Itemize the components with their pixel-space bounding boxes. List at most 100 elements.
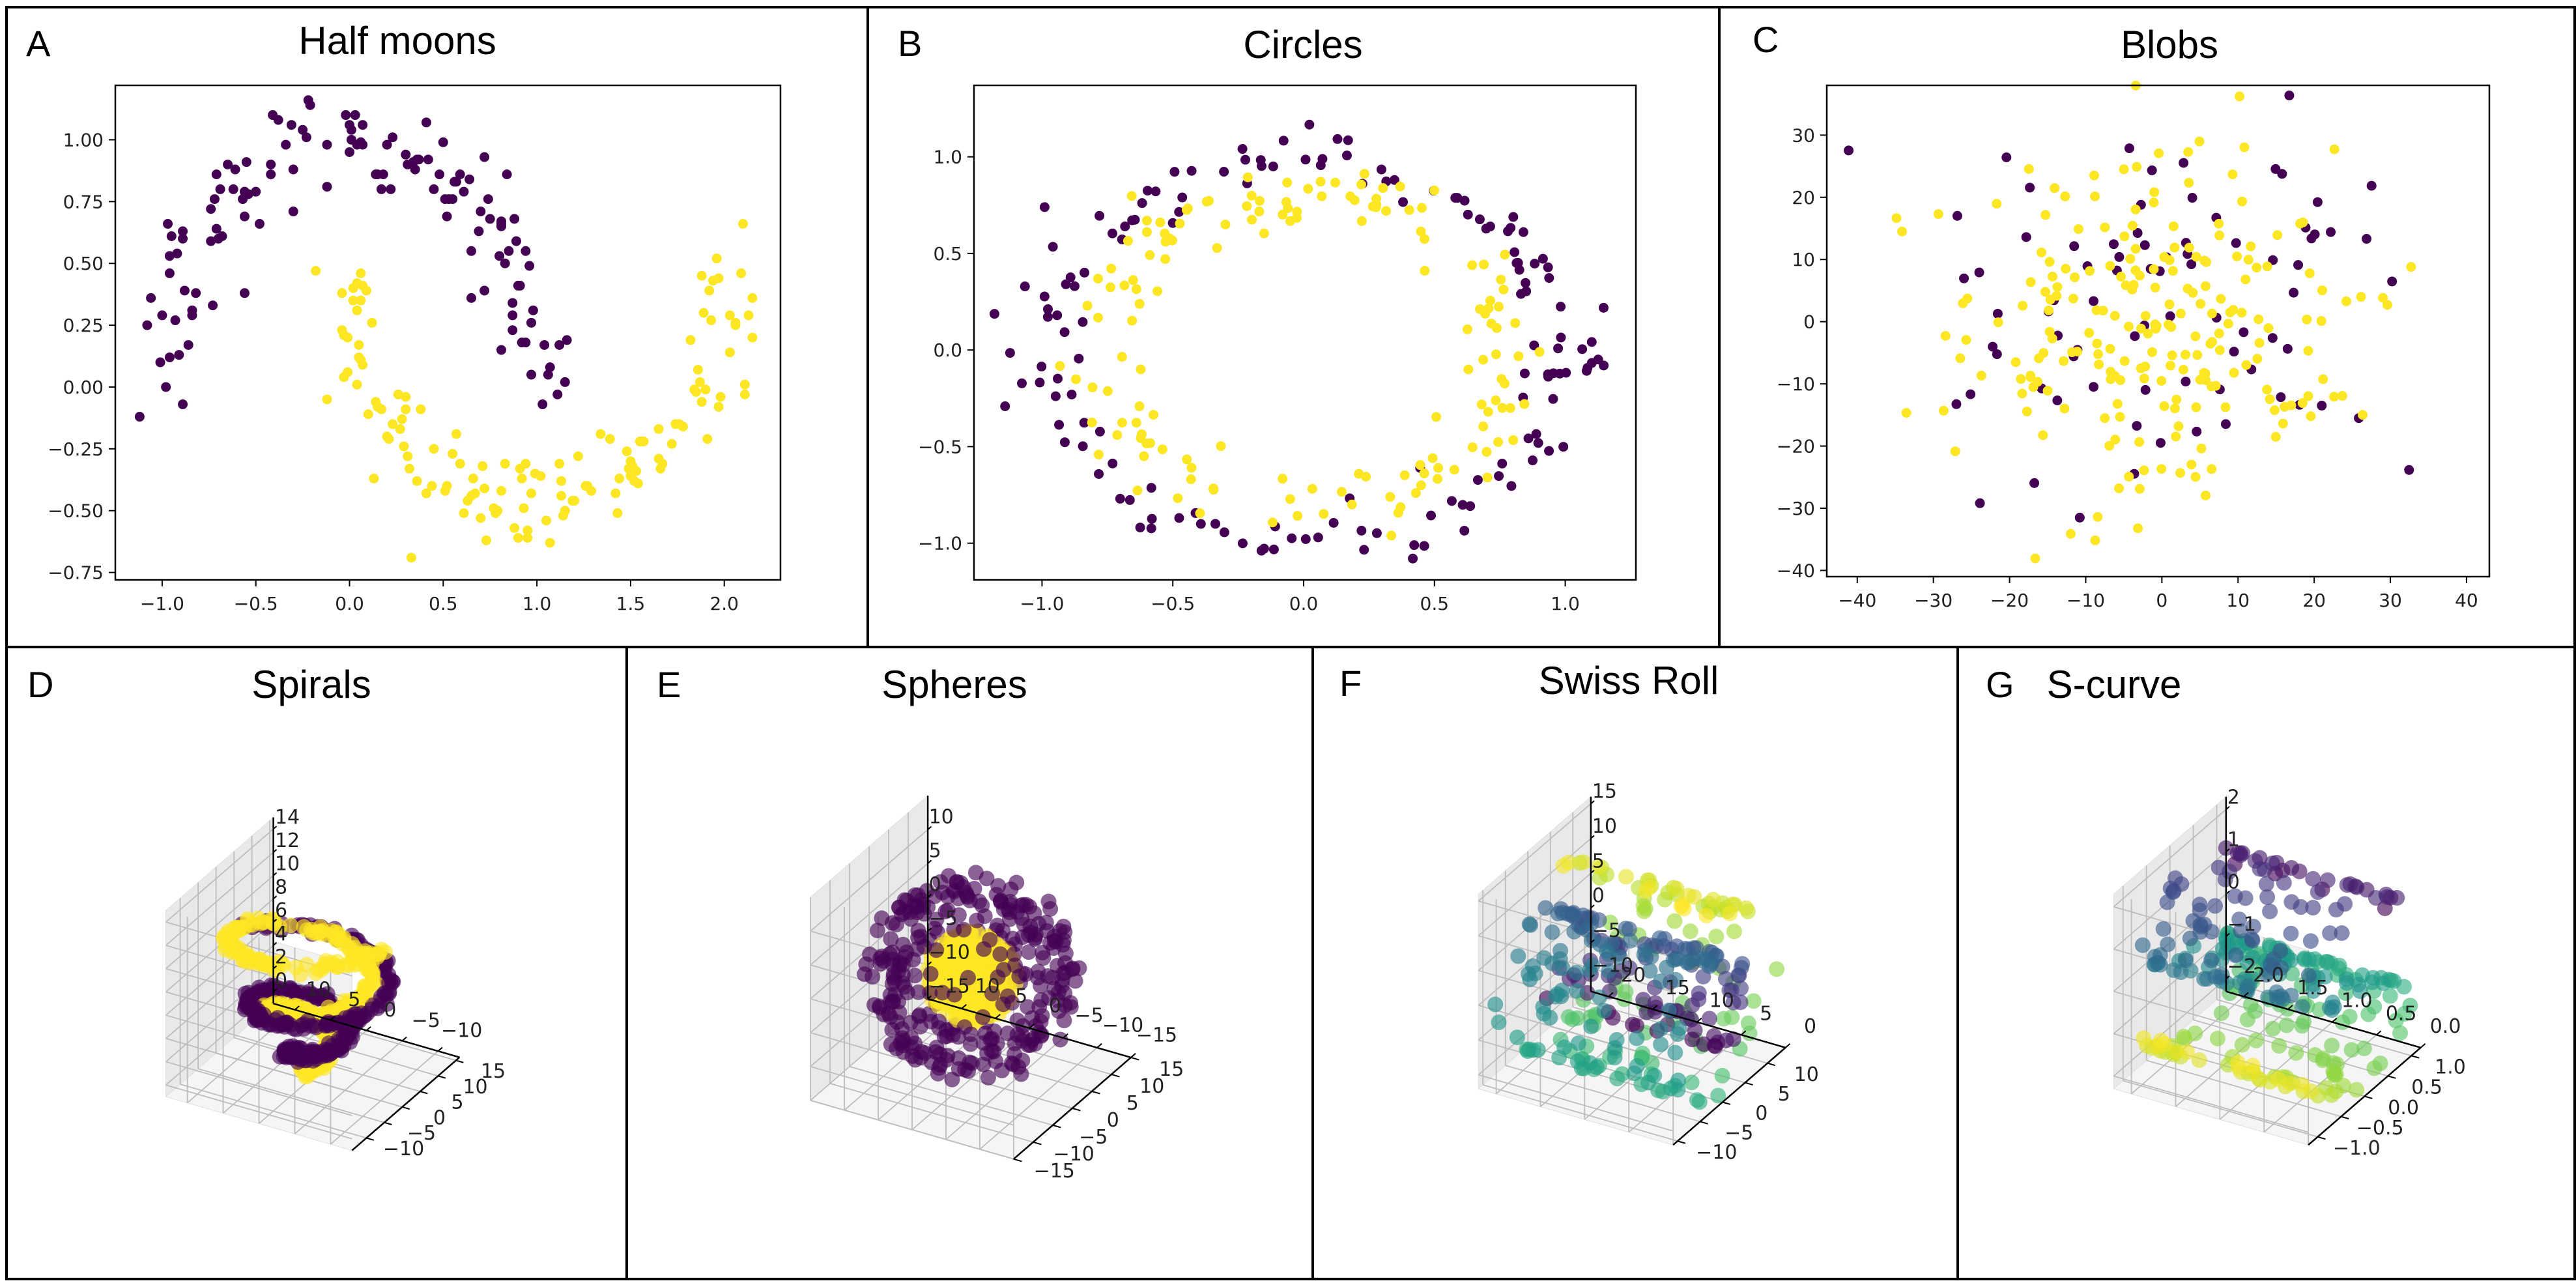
data-point-F-s0 [1566, 909, 1582, 925]
data-point-C-s1 [2214, 218, 2224, 229]
data-point-E-s0 [1051, 1003, 1067, 1019]
y-tick-label-A: −0.75 [48, 562, 104, 584]
data-point-C-s1 [2130, 204, 2141, 214]
x-tick-label-D: 5 [451, 1091, 464, 1114]
data-point-A-s1 [685, 335, 696, 345]
data-point-A-s1 [706, 315, 717, 326]
data-point-B-s0 [1256, 161, 1267, 171]
data-point-A-s0 [388, 132, 398, 143]
data-point-C-s1 [2127, 284, 2138, 295]
data-point-C-s1 [2171, 431, 2181, 442]
data-point-C-s1 [2150, 282, 2160, 293]
data-point-C-s1 [2243, 255, 2254, 265]
x-tick-F [1745, 1082, 1753, 1086]
y-tick-label-B: 0.5 [933, 243, 962, 265]
z-tick-label-D: 12 [275, 829, 300, 852]
data-point-C-s1 [2130, 265, 2141, 276]
data-point-B-s0 [1510, 247, 1520, 257]
data-point-C-s0 [1952, 210, 1962, 221]
data-point-G-s0 [2283, 859, 2300, 876]
x-tick-E [1052, 1124, 1061, 1129]
data-point-B-s0 [1332, 134, 1343, 144]
data-point-C-s1 [2207, 308, 2217, 319]
data-point-B-s0 [1039, 291, 1050, 302]
data-point-C-s1 [2134, 483, 2145, 494]
data-point-B-s1 [1182, 454, 1192, 465]
z-tick-label-F: −5 [1592, 919, 1621, 942]
data-point-F-s0 [1714, 1067, 1730, 1084]
data-point-B-s0 [1300, 534, 1311, 544]
data-point-F-s0 [1705, 891, 1721, 908]
data-point-B-s0 [1054, 420, 1065, 430]
data-point-B-s1 [1483, 407, 1493, 417]
data-point-C-s0 [2293, 260, 2304, 270]
data-point-B-s1 [1216, 441, 1226, 452]
z-tick-label-F: 5 [1592, 850, 1605, 872]
z-tick-D [272, 988, 278, 993]
data-point-E-s0 [1031, 999, 1048, 1015]
chart-title-F: Swiss Roll [1538, 659, 1719, 702]
y-tick-label-A: 0.50 [63, 253, 104, 274]
data-point-C-s1 [2216, 294, 2226, 304]
data-point-C-s1 [2173, 421, 2184, 431]
data-point-A-s0 [273, 115, 283, 125]
z-tick-label-D: 14 [275, 806, 300, 829]
data-point-G-s0 [2248, 1032, 2264, 1048]
data-point-B-s1 [1128, 275, 1138, 285]
data-point-A-s1 [739, 389, 750, 399]
data-point-C-s1 [2206, 381, 2216, 392]
data-point-B-s0 [1147, 513, 1157, 524]
data-point-C-s0 [2140, 240, 2150, 250]
grid-line-D [165, 921, 274, 1016]
data-point-C-s1 [2149, 197, 2159, 208]
data-point-A-s0 [183, 339, 193, 350]
data-point-A-s0 [448, 194, 458, 205]
data-point-B-s1 [1395, 181, 1405, 192]
data-point-B-s1 [1505, 403, 1515, 413]
data-point-C-s1 [2068, 293, 2078, 304]
data-point-A-s0 [401, 149, 411, 160]
data-point-C-s1 [2125, 253, 2136, 264]
x-tick-label-G: −0.5 [2356, 1117, 2404, 1140]
data-point-C-s1 [2237, 308, 2247, 318]
data-point-C-s1 [2090, 191, 2100, 201]
data-point-A-s1 [427, 481, 437, 491]
x-tick-E [1091, 1090, 1100, 1095]
data-point-B-s1 [1131, 418, 1141, 428]
data-point-C-s1 [1993, 317, 2003, 328]
data-point-A-s1 [573, 451, 583, 461]
data-point-F-s0 [1722, 906, 1738, 922]
data-point-B-s1 [1307, 483, 1317, 494]
data-point-E-s0 [895, 936, 911, 953]
data-point-B-s1 [1132, 485, 1143, 496]
data-point-B-s1 [1467, 442, 1478, 452]
data-point-G-s0 [2356, 1041, 2372, 1057]
x-tick-label-F: 10 [1794, 1063, 1819, 1086]
data-point-G-s0 [2203, 923, 2220, 940]
data-point-B-s1 [1117, 418, 1127, 428]
x-tick-label-E: 0 [1107, 1109, 1119, 1132]
data-point-F-s0 [1708, 1038, 1724, 1054]
x-tick-label-E: 15 [1159, 1058, 1184, 1081]
data-point-C-s0 [2276, 392, 2286, 403]
data-point-E-s0 [1027, 1036, 1043, 1052]
data-point-A-s0 [172, 248, 182, 259]
data-point-F-s0 [1679, 955, 1695, 971]
x-tick-G [2411, 1055, 2420, 1059]
data-point-C-s0 [2088, 382, 2098, 392]
data-point-E-s0 [951, 907, 967, 923]
data-point-C-s1 [2011, 357, 2021, 367]
data-point-C-s0 [2312, 197, 2323, 207]
data-point-C-s1 [2154, 148, 2164, 158]
data-point-C-s1 [2159, 401, 2169, 411]
x-tick-label-C: −20 [1990, 590, 2029, 611]
data-point-C-s1 [2383, 300, 2393, 310]
data-point-B-s0 [1463, 209, 1473, 220]
data-point-B-s1 [1491, 349, 1501, 360]
data-point-B-s1 [1356, 216, 1367, 226]
data-point-B-s0 [1452, 193, 1463, 203]
data-point-C-s1 [2040, 210, 2051, 220]
data-point-A-s0 [554, 339, 565, 350]
data-point-A-s0 [466, 246, 476, 256]
data-point-A-s0 [174, 350, 184, 360]
